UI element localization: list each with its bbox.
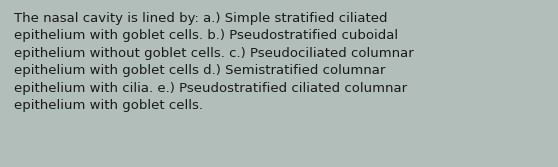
Text: The nasal cavity is lined by: a.) Simple stratified ciliated
epithelium with gob: The nasal cavity is lined by: a.) Simple… (14, 12, 413, 112)
